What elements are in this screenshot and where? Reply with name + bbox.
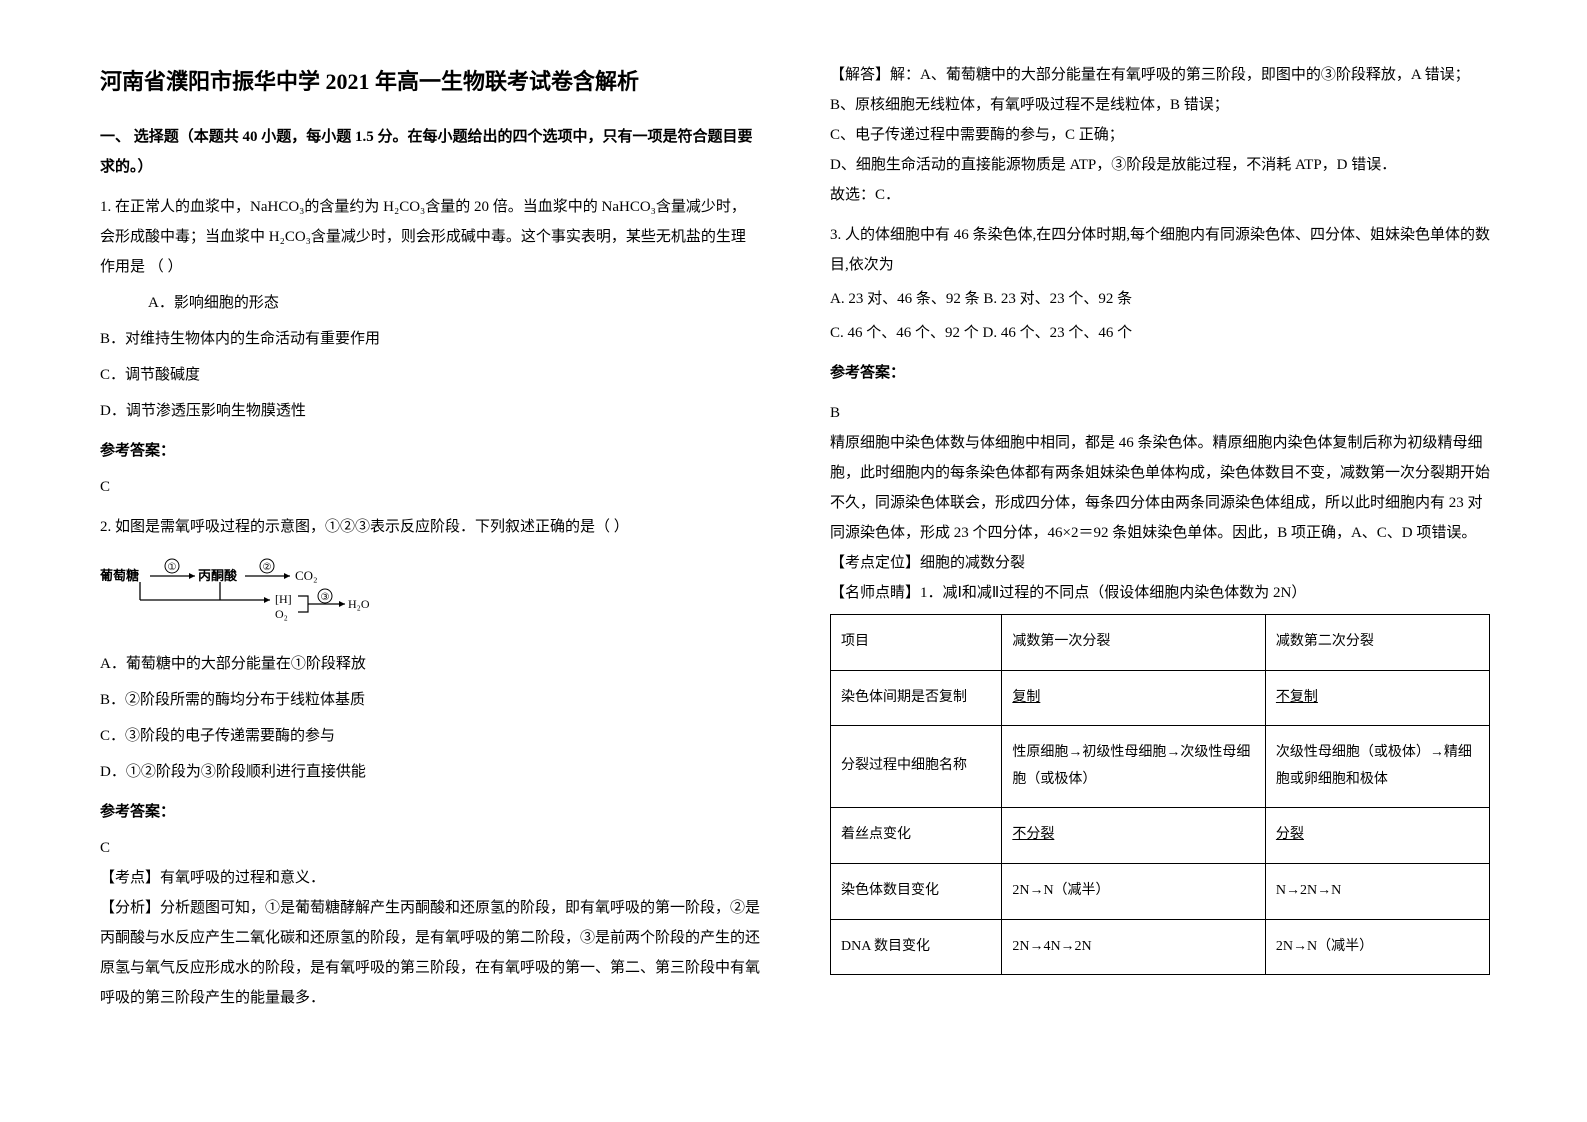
q3-stem: 3. 人的体细胞中有 46 条染色体,在四分体时期,每个细胞内有同源染色体、四分… <box>830 220 1490 280</box>
table-row: 着丝点变化 不分裂 分裂 <box>831 808 1490 864</box>
diag-c3: ③ <box>321 592 330 603</box>
th-m1: 减数第一次分裂 <box>1002 615 1266 671</box>
r4c1: 染色体数目变化 <box>831 863 1002 919</box>
diag-c2: ② <box>263 562 272 573</box>
table-row: 染色体间期是否复制 复制 不复制 <box>831 670 1490 726</box>
th-m2: 减数第二次分裂 <box>1265 615 1489 671</box>
q3-opts-cd: C. 46 个、46 个、92 个 D. 46 个、23 个、46 个 <box>830 318 1490 348</box>
r2c2: 性原细胞→初级性母细胞→次级性母细胞（或极体） <box>1002 726 1266 808</box>
diag-co2: CO₂ <box>295 568 318 583</box>
diag-c1: ① <box>168 562 177 573</box>
left-column: 河南省濮阳市振华中学 2021 年高一生物联考试卷含解析 一、 选择题（本题共 … <box>100 60 760 1013</box>
q2-opt-a: A．葡萄糖中的大部分能量在①阶段释放 <box>100 649 760 679</box>
diag-o2: O₂ <box>275 607 288 621</box>
q2-jd-a: 【解答】解：A、葡萄糖中的大部分能量在有氧呼吸的第三阶段，即图中的③阶段释放，A… <box>830 60 1490 90</box>
r5c2: 2N→4N→2N <box>1002 919 1266 975</box>
q3-explain: 精原细胞中染色体数与体细胞中相同，都是 46 条染色体。精原细胞内染色体复制后称… <box>830 428 1490 548</box>
diag-pyruvate: 丙酮酸 <box>198 568 238 583</box>
q2-answer: C <box>100 833 760 863</box>
doc-title: 河南省濮阳市振华中学 2021 年高一生物联考试卷含解析 <box>100 60 760 104</box>
r5c1: DNA 数目变化 <box>831 919 1002 975</box>
r1c3: 不复制 <box>1265 670 1489 726</box>
page: 河南省濮阳市振华中学 2021 年高一生物联考试卷含解析 一、 选择题（本题共 … <box>0 0 1587 1053</box>
q2-jd-b: B、原核细胞无线粒体，有氧呼吸过程不是线粒体，B 错误； <box>830 90 1490 120</box>
diag-h: [H] <box>275 592 292 606</box>
r5c3: 2N→N（减半） <box>1265 919 1489 975</box>
section-heading: 一、 选择题（本题共 40 小题，每小题 1.5 分。在每小题给出的四个选项中，… <box>100 122 760 182</box>
q2-jd-sel: 故选：C． <box>830 180 1490 210</box>
right-column: 【解答】解：A、葡萄糖中的大部分能量在有氧呼吸的第三阶段，即图中的③阶段释放，A… <box>830 60 1490 1013</box>
q3-opts-ab: A. 23 对、46 条、92 条 B. 23 对、23 个、92 条 <box>830 284 1490 314</box>
r4c2: 2N→N（减半） <box>1002 863 1266 919</box>
q1-stem: 1. 在正常人的血浆中，NaHCO₃的含量约为 H₂CO₃含量的 20 倍。当血… <box>100 192 760 282</box>
r3c1: 着丝点变化 <box>831 808 1002 864</box>
q3-kaodian: 【考点定位】细胞的减数分裂 <box>830 548 1490 578</box>
q2-stem: 2. 如图是需氧呼吸过程的示意图，①②③表示反应阶段．下列叙述正确的是（ ） <box>100 512 760 542</box>
q1-answer: C <box>100 472 760 502</box>
comparison-table: 项目 减数第一次分裂 减数第二次分裂 染色体间期是否复制 复制 不复制 分裂过程… <box>830 614 1490 975</box>
r3c3: 分裂 <box>1265 808 1489 864</box>
q2-jd-c: C、电子传递过程中需要酶的参与，C 正确； <box>830 120 1490 150</box>
q3-mingshi: 【名师点睛】1．减Ⅰ和减Ⅱ过程的不同点（假设体细胞内染色体数为 2N） <box>830 578 1490 608</box>
diag-glucose: 葡萄糖 <box>100 568 139 583</box>
q2-opt-c: C．③阶段的电子传递需要酶的参与 <box>100 721 760 751</box>
table-row: 项目 减数第一次分裂 减数第二次分裂 <box>831 615 1490 671</box>
diag-h2o: H₂O <box>348 597 370 611</box>
table-row: DNA 数目变化 2N→4N→2N 2N→N（减半） <box>831 919 1490 975</box>
r1c1: 染色体间期是否复制 <box>831 670 1002 726</box>
q1-opt-d: D．调节渗透压影响生物膜透性 <box>100 396 760 426</box>
q1-opt-b: B．对维持生物体内的生命活动有重要作用 <box>100 324 760 354</box>
q2-kaodian: 【考点】有氧呼吸的过程和意义． <box>100 863 760 893</box>
table-row: 分裂过程中细胞名称 性原细胞→初级性母细胞→次级性母细胞（或极体） 次级性母细胞… <box>831 726 1490 808</box>
q1-opt-a: A．影响细胞的形态 <box>148 288 760 318</box>
r4c3: N→2N→N <box>1265 863 1489 919</box>
r2c3: 次级性母细胞（或极体）→精细胞或卵细胞和极体 <box>1265 726 1489 808</box>
q2-opt-d: D．①②阶段为③阶段顺利进行直接供能 <box>100 757 760 787</box>
q2-answer-label: 参考答案： <box>100 797 760 827</box>
q1-opt-c: C．调节酸碱度 <box>100 360 760 390</box>
q2-opt-b: B．②阶段所需的酶均分布于线粒体基质 <box>100 685 760 715</box>
q2-jd-d: D、细胞生命活动的直接能源物质是 ATP，③阶段是放能过程，不消耗 ATP，D … <box>830 150 1490 180</box>
q2-fenxi: 【分析】分析题图可知，①是葡萄糖酵解产生丙酮酸和还原氢的阶段，即有氧呼吸的第一阶… <box>100 893 760 1013</box>
table-row: 染色体数目变化 2N→N（减半） N→2N→N <box>831 863 1490 919</box>
q3-answer-label: 参考答案： <box>830 358 1490 388</box>
r3c2: 不分裂 <box>1002 808 1266 864</box>
q3-answer: B <box>830 398 1490 428</box>
th-item: 项目 <box>831 615 1002 671</box>
q2-diagram: 葡萄糖 ① 丙酮酸 ② CO₂ [H] O₂ ③ H₂O <box>100 552 380 622</box>
r2c1: 分裂过程中细胞名称 <box>831 726 1002 808</box>
q1-answer-label: 参考答案： <box>100 436 760 466</box>
r1c2: 复制 <box>1002 670 1266 726</box>
